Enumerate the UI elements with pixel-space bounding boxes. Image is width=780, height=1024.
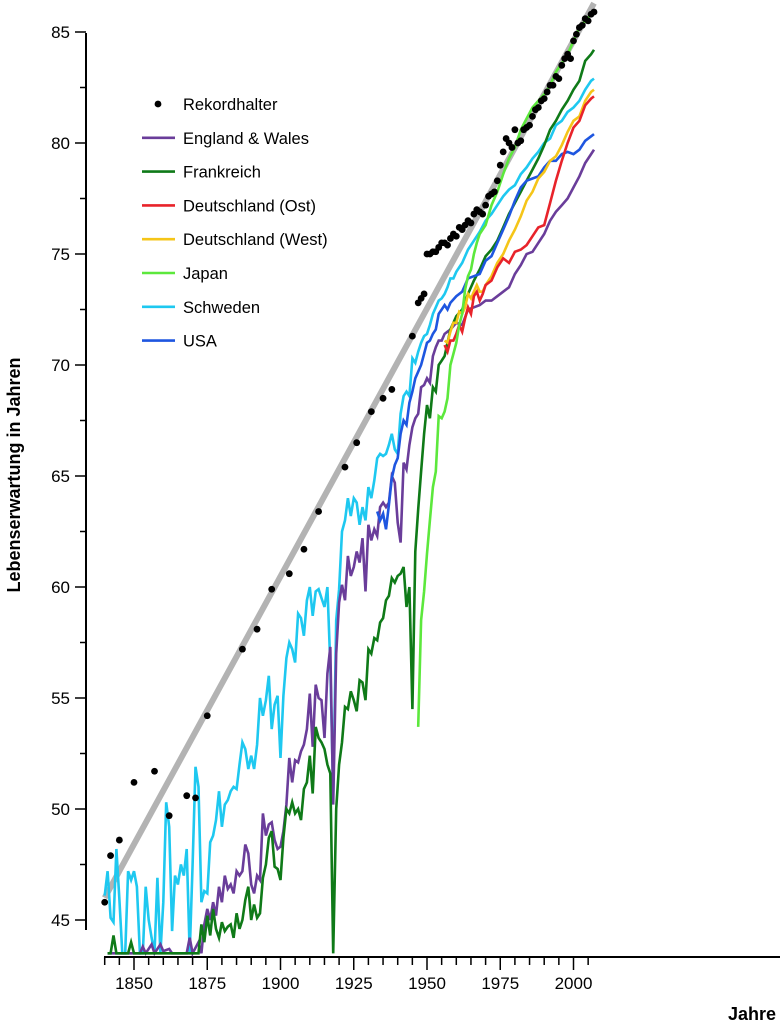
y-axis-title: Lebenserwartung in Jahren: [4, 357, 24, 592]
y-tick-label: 55: [51, 689, 70, 708]
x-tick-label: 2000: [555, 974, 593, 993]
legend-entry: England & Wales: [142, 130, 309, 148]
legend-label: Deutschland (West): [183, 231, 328, 249]
record-holder-point: [107, 852, 114, 860]
x-tick-label: 1875: [188, 974, 226, 993]
record-holder-point: [192, 794, 199, 802]
record-holder-point: [534, 104, 542, 111]
plot-area: [101, 1, 598, 957]
legend-label: Deutschland (Ost): [183, 197, 316, 215]
record-holder-point: [101, 898, 109, 906]
series-layer: [103, 13, 596, 957]
record-holder-point: [268, 585, 276, 593]
y-tick-label: 75: [51, 245, 70, 264]
legend-entry: Rekordhalter: [154, 96, 278, 114]
legend-entry: Schweden: [142, 299, 260, 317]
record-holder-point: [584, 17, 592, 25]
record-holder-point: [590, 8, 598, 16]
y-tick-label: 70: [51, 356, 70, 375]
record-holder-point: [499, 148, 507, 156]
record-holder-point: [408, 332, 416, 340]
series-line-schweden: [103, 77, 595, 955]
y-tick-label: 45: [51, 911, 70, 930]
record-holder-point: [555, 75, 563, 83]
legend-entry: Japan: [142, 265, 228, 283]
record-holder-point: [165, 812, 173, 820]
record-holder-point: [253, 625, 261, 633]
record-holder-point: [420, 290, 428, 298]
legend-entry: Frankreich: [142, 164, 261, 182]
legend-dot-icon: [154, 100, 162, 108]
record-holder-point: [151, 767, 158, 775]
record-holder-point: [573, 30, 580, 38]
record-holder-point: [367, 408, 375, 416]
y-ticks: 45 50 55 60 65 70 75 80 85: [51, 23, 86, 930]
record-holder-point: [115, 836, 123, 844]
record-holder-point: [183, 792, 191, 800]
record-holder-point: [239, 645, 246, 653]
record-holder-point: [479, 210, 487, 218]
legend-label: England & Wales: [183, 130, 309, 148]
record-holder-point: [379, 394, 387, 402]
trend-line: [102, 1, 597, 900]
y-tick-label: 60: [51, 578, 70, 597]
record-holder-point: [130, 778, 138, 786]
x-tick-label: 1950: [408, 974, 446, 993]
y-tick-label: 85: [51, 23, 70, 42]
x-tick-label: 1850: [115, 974, 153, 993]
record-holder-point: [529, 112, 536, 120]
record-holder-point: [508, 144, 516, 151]
record-holder-point: [341, 463, 349, 471]
record-holder-points: [101, 8, 598, 906]
legend-label: USA: [183, 333, 217, 351]
record-holder-point: [570, 37, 577, 45]
legend-entry: Deutschland (West): [142, 231, 328, 249]
series-line-japan: [416, 13, 593, 727]
y-tick-label: 80: [51, 134, 70, 153]
x-tick-label: 1900: [262, 974, 300, 993]
legend-label: Rekordhalter: [183, 96, 278, 114]
legend-label: Frankreich: [183, 164, 261, 182]
record-holder-point: [315, 508, 322, 515]
legend-label: Schweden: [183, 299, 260, 317]
record-holder-point: [578, 21, 586, 29]
series-line-frankreich: [107, 49, 596, 955]
legend: Rekordhalter England & Wales Frankreich Deu…: [142, 96, 328, 351]
x-axis-title: Jahre: [728, 1004, 776, 1024]
record-holder-point: [540, 95, 548, 102]
series-line-deutschland-ost: [443, 95, 595, 356]
record-holder-point: [467, 219, 475, 227]
record-holder-point: [496, 161, 504, 169]
record-holder-point: [452, 232, 460, 240]
record-holder-point: [558, 61, 566, 69]
record-holder-point: [388, 386, 396, 393]
y-tick-label: 65: [51, 467, 70, 486]
record-holder-point: [353, 439, 361, 447]
legend-entry: USA: [142, 333, 217, 351]
x-ticks: 1850 1875 1900 1925 1950 1975 2000: [103, 957, 593, 993]
record-holder-point: [203, 712, 211, 720]
y-tick-label: 50: [51, 800, 70, 819]
legend-label: Japan: [183, 265, 228, 283]
record-holder-point: [549, 81, 557, 89]
series-line-deutschland-west: [443, 88, 595, 346]
record-holder-point: [526, 121, 533, 129]
record-holder-point: [511, 126, 519, 134]
record-holder-point: [543, 88, 551, 96]
record-holder-point: [493, 177, 501, 185]
x-tick-label: 1975: [481, 974, 519, 993]
record-holder-point: [567, 55, 574, 63]
record-holder-point: [482, 201, 489, 209]
series-line-england-wales: [107, 148, 596, 957]
record-holder-point: [300, 545, 308, 553]
record-holder-point: [490, 188, 498, 196]
record-holder-point: [444, 241, 451, 249]
record-holder-point: [285, 570, 293, 578]
record-holder-point: [517, 137, 525, 145]
series-line-usa: [375, 133, 595, 530]
x-tick-label: 1925: [335, 974, 373, 993]
legend-entry: Deutschland (Ost): [142, 197, 316, 215]
